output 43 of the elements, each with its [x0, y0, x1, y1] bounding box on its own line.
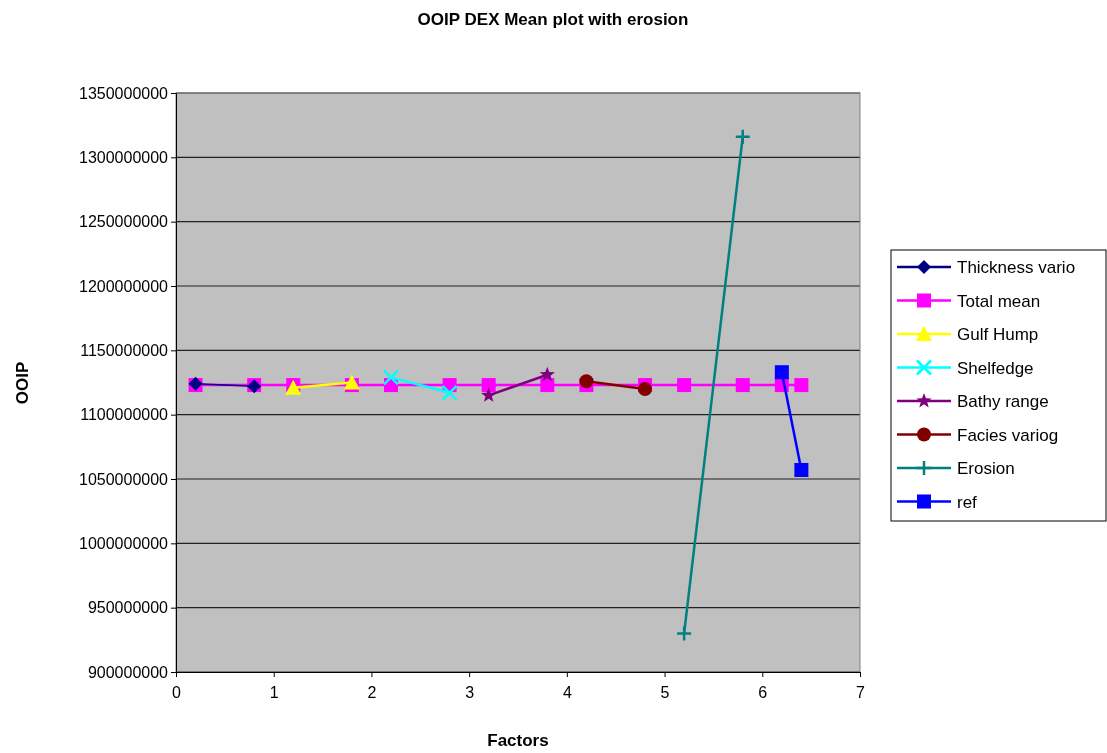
- y-tick-label: 1350000000: [79, 84, 169, 102]
- legend-label: Shelfedge: [957, 358, 1034, 378]
- point: [382, 369, 400, 386]
- y-tick-label: 1250000000: [79, 213, 169, 231]
- legend-label: Thickness vario: [957, 258, 1076, 277]
- point: [734, 128, 751, 145]
- legend-label: Bathy range: [957, 392, 1049, 411]
- point: [675, 625, 693, 642]
- point: [539, 366, 555, 382]
- legend-label: Total mean: [957, 291, 1041, 311]
- point: [774, 365, 789, 380]
- legend-label: Facies variog: [957, 425, 1059, 445]
- y-tick-label: 1050000000: [79, 470, 169, 488]
- y-tick-label: 1150000000: [80, 341, 169, 359]
- x-axis-title: Factors: [487, 731, 549, 750]
- x-tick-label: 1: [269, 683, 279, 701]
- chart-title: OOIP DEX Mean plot with erosion: [417, 10, 689, 29]
- x-tick-label: 3: [465, 683, 475, 701]
- point: [579, 374, 594, 389]
- point: [794, 462, 809, 477]
- x-tick-label: 4: [562, 683, 572, 701]
- legend-label: ref: [957, 492, 978, 512]
- point: [441, 384, 458, 402]
- x-tick-label: 6: [758, 683, 768, 701]
- point: [735, 378, 750, 393]
- y-tick-label: 950000000: [87, 599, 169, 617]
- y-tick-label: 900000000: [87, 663, 169, 681]
- y-tick-label: 1000000000: [79, 534, 169, 552]
- y-tick-label: 1200000000: [79, 277, 169, 295]
- y-tick-label: 1100000000: [80, 406, 169, 424]
- y-tick-label: 1300000000: [79, 148, 169, 166]
- legend-label: Gulf Hump: [957, 325, 1039, 344]
- legend-label: Erosion: [957, 459, 1015, 478]
- point: [540, 378, 555, 393]
- x-tick-label: 5: [660, 683, 670, 701]
- point: [794, 378, 809, 393]
- x-tick-label: 7: [856, 683, 866, 701]
- x-tick-label: 0: [172, 683, 182, 701]
- point: [677, 378, 692, 393]
- x-tick-label: 2: [367, 683, 377, 701]
- y-axis-title: OOIP: [13, 361, 32, 405]
- point: [481, 378, 496, 393]
- point: [481, 387, 497, 402]
